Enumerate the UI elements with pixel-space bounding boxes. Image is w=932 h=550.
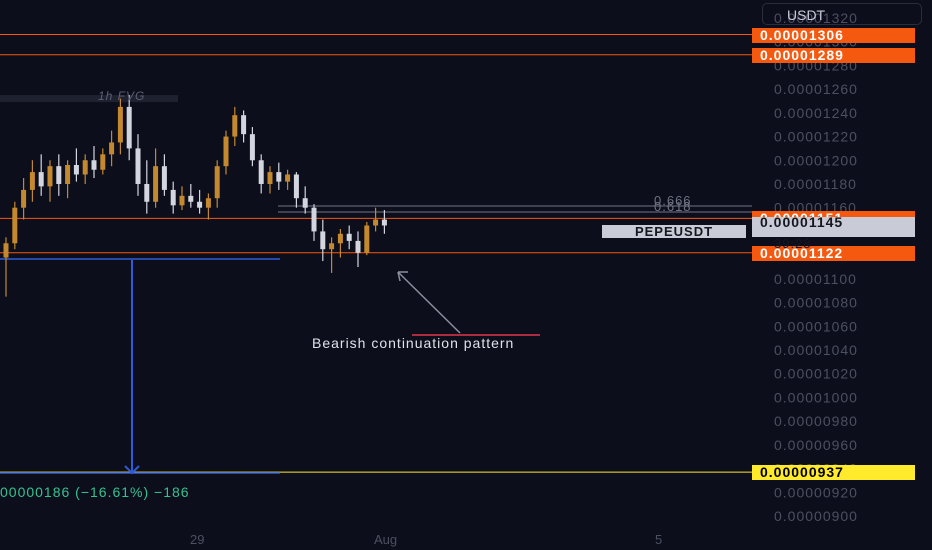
time-axis-tick: 29	[190, 532, 205, 547]
annotation-arrow	[397, 271, 461, 334]
candle-body	[56, 166, 62, 184]
quote-currency-selector[interactable]: USDT	[762, 3, 922, 25]
candle-body	[82, 160, 88, 175]
candle-body	[293, 174, 299, 199]
fvg-zone-label: 1h FVG	[98, 89, 146, 103]
candle-countdown: 39:28	[774, 236, 812, 251]
candle-body	[109, 142, 115, 155]
candle-body	[170, 189, 176, 206]
candle-body	[126, 106, 132, 149]
price-axis-tick: 0.00001040	[774, 342, 858, 358]
price-axis-tick: 0.00001020	[774, 366, 858, 382]
price-axis-tick: 0.00001320	[774, 10, 858, 26]
candle-body	[188, 195, 194, 202]
price-axis-tick: 0.00001180	[774, 176, 857, 192]
price-axis-tick: 0.00001220	[774, 129, 858, 145]
candle-body	[241, 115, 247, 135]
price-axis-tick: 0.00000960	[774, 437, 858, 453]
candle-body	[373, 219, 379, 226]
measure-readout: 00000186 (−16.61%) −186	[0, 484, 190, 500]
price-axis-tick: 0.00001100	[774, 271, 857, 287]
annotation-arrowhead	[397, 271, 408, 282]
candle-body	[205, 198, 211, 208]
candle-body	[381, 219, 387, 226]
pattern-annotation[interactable]: Bearish continuation pattern	[312, 335, 515, 351]
candle-body	[285, 174, 291, 182]
candle-body	[232, 115, 238, 137]
candle-body	[223, 136, 229, 167]
candle-body	[117, 106, 123, 143]
price-axis-tick: 0.00001060	[774, 318, 858, 334]
candle-body	[258, 160, 264, 184]
candle-body	[346, 233, 352, 241]
price-axis-tick: 0.00001200	[774, 152, 858, 168]
candle-body	[21, 189, 27, 208]
price-axis-tick: 0.00000900	[774, 508, 858, 524]
candle-body	[249, 134, 255, 161]
fib-level-label: 0.666	[654, 193, 692, 208]
candle-body	[144, 183, 150, 202]
measure-arrowhead	[124, 465, 140, 475]
candle-body	[364, 225, 370, 253]
candle-body	[197, 201, 203, 208]
candle-body	[179, 195, 185, 206]
price-axis-tick: 0.00000980	[774, 413, 858, 429]
candle-body	[3, 243, 9, 258]
price-label-badge: 0.00001122	[752, 245, 915, 261]
candle-body	[12, 207, 18, 244]
time-axis-tick: Aug	[374, 532, 398, 547]
price-axis-tick: 0.00001000	[774, 389, 858, 405]
price-label-badge: 0.00001306	[752, 27, 915, 43]
candle-body	[29, 172, 35, 190]
symbol-badge: PEPEUSDT	[602, 225, 746, 238]
candle-body	[267, 172, 273, 184]
candle-body	[100, 154, 106, 170]
price-label-badge: 0.00001145	[752, 215, 915, 238]
candle-body	[337, 233, 343, 244]
price-label-badge: 0.00001289	[752, 47, 915, 63]
candle-body	[73, 165, 79, 175]
price-axis-tick: 0.00001240	[774, 105, 858, 121]
candle-body	[320, 231, 326, 250]
price-label-badge: 0.00000937	[752, 465, 915, 481]
price-axis-tick: 0.00001080	[774, 295, 858, 311]
candle-body	[329, 243, 335, 250]
candle-body	[355, 240, 361, 253]
fvg-zone	[0, 95, 178, 103]
price-axis-tick: 0.00000920	[774, 484, 858, 500]
candle-body	[47, 166, 53, 187]
candle-body	[311, 207, 317, 232]
candle-body	[153, 166, 159, 202]
fib-level-label: 0.618	[654, 199, 692, 214]
candle-body	[161, 166, 167, 190]
candle-body	[276, 172, 282, 182]
candle-body	[38, 172, 44, 187]
candle-body	[91, 160, 97, 170]
candle-body	[214, 166, 220, 199]
candle-body	[302, 198, 308, 208]
candle-body	[65, 165, 71, 184]
candle-body	[135, 148, 141, 184]
time-axis-tick: 5	[655, 532, 663, 547]
price-axis-tick: 0.00001260	[774, 81, 858, 97]
